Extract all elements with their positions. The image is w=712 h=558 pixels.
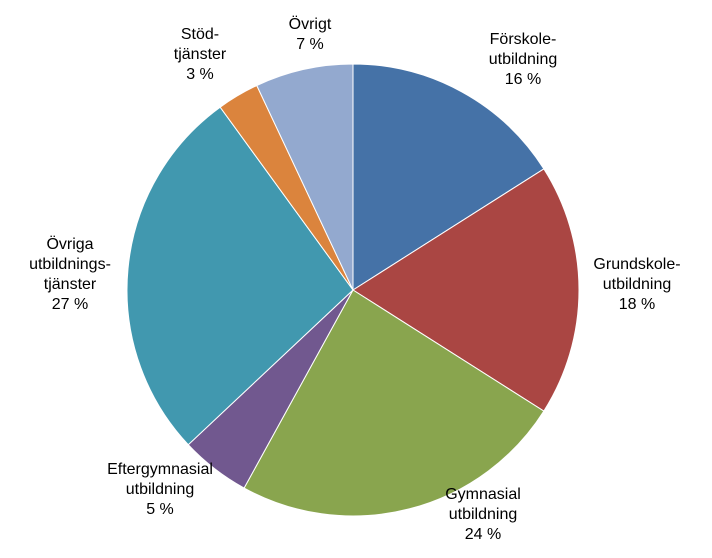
category-label: Gymnasial (445, 486, 521, 503)
category-label: tjänster (44, 276, 97, 293)
category-label: utbildning (126, 481, 195, 498)
category-label: Stöd- (181, 26, 219, 43)
value-label: 27 % (52, 296, 88, 313)
value-label: 7 % (296, 36, 324, 53)
value-label: 16 % (505, 71, 541, 88)
value-label: 24 % (465, 526, 501, 543)
slice-label: Eftergymnasial utbildning 5 % (107, 461, 213, 518)
category-label: Förskole- (490, 31, 557, 48)
slice-label: Förskole-utbildning 16 % (489, 31, 558, 88)
slice-label: Gymnasial utbildning 24 % (445, 486, 521, 543)
pie-slice (352, 168, 580, 412)
pie-slice (126, 106, 354, 446)
category-label: utbildning (603, 276, 672, 293)
category-label: utbildning (449, 506, 518, 523)
slice-label: Övrigt 7 % (289, 15, 332, 53)
category-label: Eftergymnasial (107, 461, 213, 478)
pie-slice (352, 63, 545, 291)
category-label: Övriga (46, 235, 93, 253)
value-label: 5 % (146, 501, 174, 518)
pie-slice (243, 289, 545, 517)
category-label: utbildning (489, 51, 558, 68)
value-label: 18 % (619, 296, 655, 313)
slice-label: Övriga utbildnings-tjänster 27 % (29, 235, 111, 313)
slice-label: Grundskole-utbildning 18 % (593, 256, 680, 313)
category-label: utbildnings- (29, 256, 111, 273)
category-label: Övrigt (289, 15, 332, 33)
slice-label: Stöd-tjänster 3 % (174, 26, 227, 83)
pie-slice (256, 63, 354, 291)
value-label: 3 % (186, 66, 214, 83)
category-label: Grundskole- (593, 256, 680, 273)
category-label: tjänster (174, 46, 227, 63)
